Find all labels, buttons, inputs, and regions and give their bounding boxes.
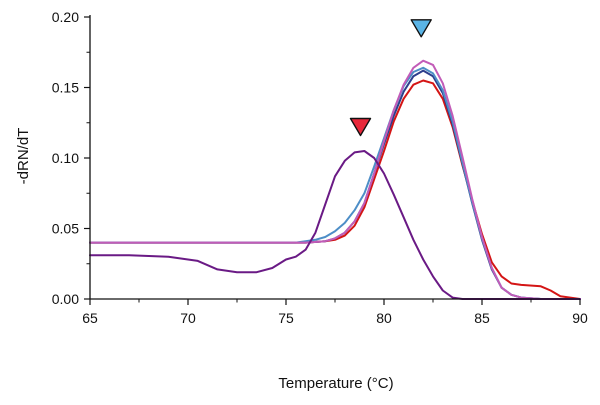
- series-line-5: [89, 150, 581, 300]
- series-line-4: [89, 59, 581, 300]
- x-tick-label: 75: [278, 310, 294, 326]
- series-line-1: [89, 79, 581, 300]
- axes-layer: 65 70 75 80 85 90 0.00 0.05 0.10 0.15 0.20: [52, 9, 588, 326]
- series-line-2: [89, 69, 581, 300]
- marker-layer: [349, 19, 432, 137]
- x-tick-label: 70: [180, 310, 196, 326]
- y-tick-label: 0.05: [52, 221, 79, 237]
- y-tick-label: 0.20: [52, 9, 79, 25]
- y-tick-label: 0.00: [52, 291, 79, 307]
- series-line-3: [89, 66, 581, 300]
- x-axis-title: Temperature (°C): [278, 375, 393, 392]
- x-tick-label: 65: [82, 310, 98, 326]
- red-peak-marker: [349, 117, 372, 137]
- y-tick-label: 0.10: [52, 150, 79, 166]
- x-tick-label: 80: [376, 310, 392, 326]
- series-layer: [89, 59, 581, 300]
- x-tick-label: 85: [474, 310, 490, 326]
- y-tick-label: 0.15: [52, 80, 79, 96]
- y-axis-title: -dRN/dT: [15, 128, 32, 185]
- x-tick-label: 90: [572, 310, 588, 326]
- blue-peak-marker: [410, 19, 432, 38]
